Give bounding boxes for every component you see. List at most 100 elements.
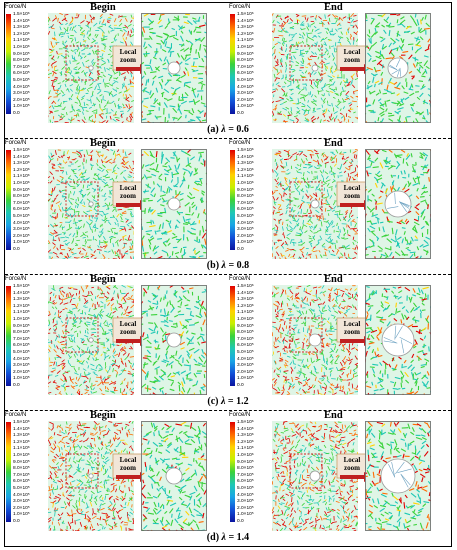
colorbar-tick: 1.0×10⁵ (13, 512, 30, 518)
colorbar (230, 422, 235, 522)
zoom-field (365, 149, 431, 259)
colorbar-tick: 6.0×10⁵ (237, 343, 254, 349)
colorbar-tick: 6.0×10⁵ (237, 71, 254, 77)
colorbar-tick: 1.5×10⁶ (13, 284, 30, 289)
caption-variable: λ (221, 532, 226, 543)
panel-b: Force/N 1.5×10⁶ 1.4×10⁶ 1.3×10⁶ 1.2×10⁶ 1.1×1… (4, 138, 452, 273)
colorbar-tick: 9.0×10⁵ (237, 51, 254, 57)
zoom-field (365, 285, 431, 395)
colorbar-tick: 1.1×10⁶ (13, 310, 30, 316)
colorbar-tick: 0.0 (13, 519, 20, 524)
colorbar-tick: 4.0×10⁵ (237, 220, 254, 226)
colorbar-tick: 9.0×10⁵ (237, 187, 254, 193)
callout-text: zoom (120, 56, 136, 64)
colorbar-tick: 6.0×10⁵ (13, 343, 30, 349)
begin-half: Force/N 1.5×10⁶ 1.4×10⁶ 1.3×10⁶ 1.2×10⁶ 1.1×1… (4, 138, 228, 263)
colorbar-tick: 9.0×10⁵ (13, 459, 30, 465)
caption-label: (a) (207, 124, 222, 135)
colorbar-tick: 3.0×10⁵ (237, 227, 254, 233)
caption-variable: λ (221, 260, 226, 271)
colorbar-tick: 2.0×10⁵ (13, 97, 30, 103)
colorbar-tick: 1.3×10⁶ (237, 161, 254, 167)
colorbar (6, 150, 11, 250)
colorbar-tick: 7.0×10⁵ (237, 336, 254, 342)
colorbar-tick: 1.2×10⁶ (237, 303, 254, 309)
colorbar-tick: 4.0×10⁵ (237, 492, 254, 498)
panel-separator (5, 410, 451, 411)
zoom-field (141, 421, 207, 531)
callout-text: Local (344, 456, 361, 464)
colorbar-tick: 8.0×10⁵ (237, 330, 254, 336)
colorbar-tick: 5.0×10⁵ (237, 78, 254, 83)
colorbar-tick: 1.4×10⁶ (237, 426, 254, 432)
colorbar-tick: 1.5×10⁶ (237, 148, 254, 153)
end-half: Force/N 1.5×10⁶ 1.4×10⁶ 1.3×10⁶ 1.2×10⁶ 1.1×1… (228, 2, 452, 127)
panel-title: Begin (90, 138, 116, 149)
callout-text: zoom (120, 192, 136, 200)
colorbar-tick: 3.0×10⁵ (13, 363, 30, 369)
panel-title: Begin (90, 274, 116, 285)
colorbar-tick: 3.0×10⁵ (237, 363, 254, 369)
colorbar-tick: 1.3×10⁶ (13, 25, 30, 31)
colorbar-tick: 1.5×10⁶ (13, 12, 30, 17)
colorbar-title: Force/N (5, 4, 27, 10)
caption-value: = 1.2 (225, 396, 249, 407)
colorbar-tick: 1.0×10⁵ (237, 512, 254, 518)
colorbar-tick: 1.4×10⁶ (237, 290, 254, 296)
colorbar-tick: 1.1×10⁶ (13, 38, 30, 44)
colorbar-tick: 5.0×10⁵ (13, 350, 30, 355)
particle-field (272, 285, 358, 395)
colorbar-tick: 8.0×10⁵ (13, 58, 30, 64)
colorbar-tick: 1.5×10⁶ (237, 12, 254, 17)
colorbar-tick: 1.2×10⁶ (237, 439, 254, 445)
colorbar-tick: 5.0×10⁵ (237, 486, 254, 491)
panel-a: Force/N 1.5×10⁶ 1.4×10⁶ 1.3×10⁶ 1.2×10⁶ 1.1×1… (4, 2, 452, 137)
colorbar-tick: 0.0 (237, 111, 244, 116)
colorbar-title: Force/N (5, 412, 27, 418)
colorbar-tick: 0.0 (13, 247, 20, 252)
colorbar-tick: 0.0 (13, 383, 20, 388)
panel-caption: (d) λ = 1.4 (4, 532, 452, 543)
colorbar-tick: 2.0×10⁵ (13, 233, 30, 239)
colorbar-tick: 8.0×10⁵ (13, 330, 30, 336)
colorbar-tick: 5.0×10⁵ (237, 214, 254, 219)
colorbar-tick: 5.0×10⁵ (237, 350, 254, 355)
colorbar-tick: 1.4×10⁶ (13, 290, 30, 296)
colorbar-tick: 1.4×10⁶ (237, 18, 254, 24)
end-half: Force/N 1.5×10⁶ 1.4×10⁶ 1.3×10⁶ 1.2×10⁶ 1.1×1… (228, 138, 452, 263)
colorbar (6, 422, 11, 522)
caption-label: (b) (206, 260, 222, 271)
begin-half: Force/N 1.5×10⁶ 1.4×10⁶ 1.3×10⁶ 1.2×10⁶ 1.1×1… (4, 2, 228, 127)
colorbar-tick: 0.0 (237, 519, 244, 524)
colorbar-tick: 1.1×10⁶ (237, 38, 254, 44)
colorbar-tick: 7.0×10⁵ (13, 336, 30, 342)
colorbar (6, 14, 11, 114)
colorbar-tick: 1.3×10⁶ (237, 25, 254, 31)
colorbar-tick: 1.3×10⁶ (13, 161, 30, 167)
colorbar-tick: 8.0×10⁵ (237, 194, 254, 200)
callout-text: Local (120, 48, 137, 56)
colorbar-tick: 1.2×10⁶ (13, 167, 30, 173)
colorbar-tick: 0.0 (13, 111, 20, 116)
particle-field (48, 285, 134, 395)
colorbar-tick: 4.0×10⁵ (13, 492, 30, 498)
colorbar-tick: 1.1×10⁶ (13, 174, 30, 180)
callout-text: zoom (344, 328, 360, 336)
colorbar-tick: 4.0×10⁵ (13, 356, 30, 362)
panel-caption: (a) λ = 0.6 (4, 124, 452, 135)
panel-caption: (b) λ = 0.8 (4, 260, 452, 271)
colorbar-tick: 1.0×10⁶ (13, 45, 30, 50)
callout-text: Local (120, 320, 137, 328)
panel-title: Begin (90, 2, 116, 13)
colorbar-tick: 9.0×10⁵ (13, 323, 30, 329)
zoom-field (141, 13, 207, 123)
callout-text: Local (344, 184, 361, 192)
colorbar-title: Force/N (229, 140, 251, 146)
caption-variable: λ (221, 124, 226, 135)
zoom-field (141, 285, 207, 395)
panel-title: End (324, 410, 343, 421)
colorbar-tick: 1.3×10⁶ (13, 297, 30, 303)
colorbar-tick: 8.0×10⁵ (237, 466, 254, 472)
colorbar-tick: 1.0×10⁶ (13, 317, 30, 322)
colorbar-title: Force/N (5, 140, 27, 146)
